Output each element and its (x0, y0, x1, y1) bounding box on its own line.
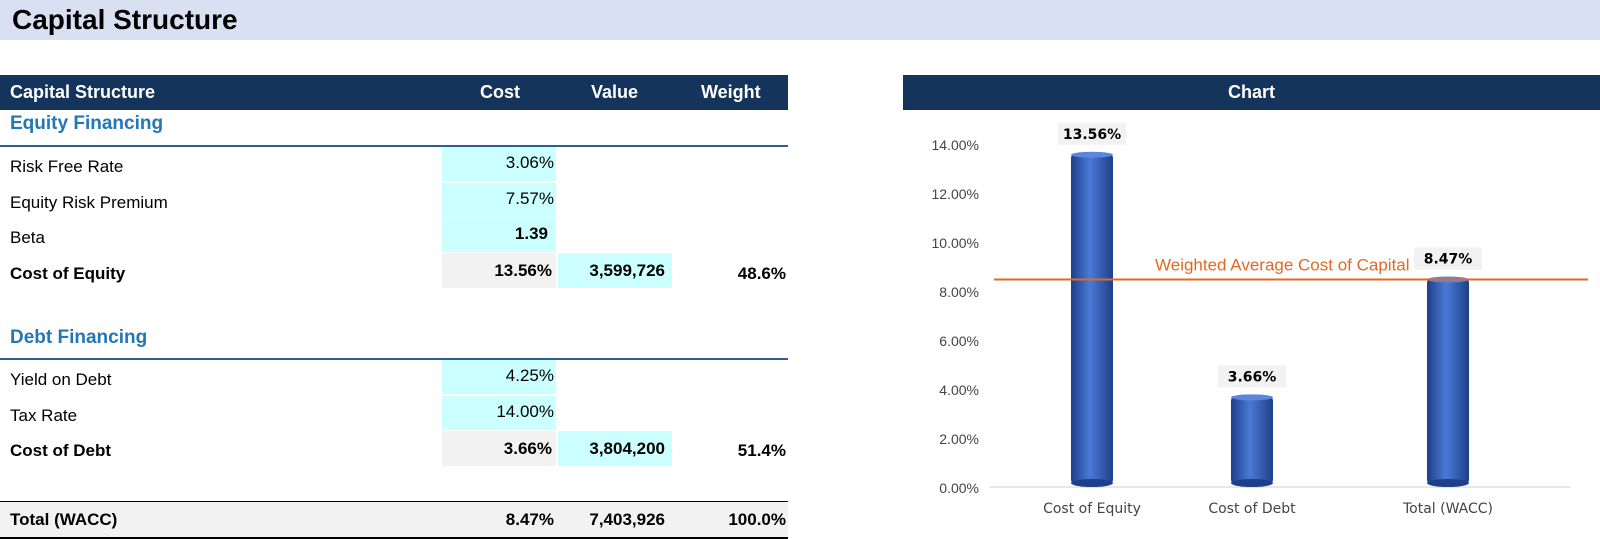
header-value: Value (591, 82, 639, 102)
data-label: 8.47% (1424, 251, 1473, 267)
equity-financing-heading: Equity Financing (10, 113, 164, 134)
cost-of-debt-value-input[interactable]: 3,804,200 (558, 431, 672, 466)
y-tick-label: 2.00% (939, 431, 979, 447)
cost-of-equity-value-input[interactable]: 3,599,726 (558, 253, 672, 288)
table-header: Capital Structure Cost Value Weight (0, 75, 788, 110)
y-tick-label: 0.00% (939, 480, 979, 496)
tax-rate-label: Tax Rate (10, 406, 78, 425)
yield-on-debt-input[interactable]: 4.25% (442, 360, 556, 394)
x-tick-label: Cost of Equity (1043, 501, 1141, 517)
bar (1231, 397, 1273, 483)
title-bar: Capital Structure (0, 0, 1600, 40)
total-weight: 100.0% (728, 510, 786, 529)
beta-label: Beta (10, 228, 45, 247)
total-row: Total (WACC) 8.47% 7,403,926 100.0% (0, 501, 788, 539)
bar-base (1071, 479, 1113, 487)
total-cost: 8.47% (505, 510, 554, 529)
risk-free-rate-value: 3.06% (505, 153, 554, 172)
page-title: Capital Structure (12, 4, 238, 35)
data-label: 3.66% (1228, 369, 1277, 385)
x-tick-label: Cost of Debt (1208, 501, 1296, 517)
tax-rate-value: 14.00% (496, 402, 554, 421)
debt-financing-heading: Debt Financing (10, 327, 148, 348)
chart-header: Chart (903, 75, 1600, 110)
y-tick-label: 12.00% (932, 186, 979, 202)
data-label: 13.56% (1063, 127, 1121, 143)
chart-header-label: Chart (1227, 82, 1275, 102)
cost-of-debt-weight: 51.4% (737, 441, 786, 460)
header-weight: Weight (701, 82, 761, 102)
cost-of-equity-label: Cost of Equity (10, 264, 126, 283)
y-tick-label: 4.00% (939, 382, 979, 398)
wacc-reference-label: Weighted Average Cost of Capital (1155, 255, 1410, 274)
bar (1427, 279, 1469, 483)
cost-of-equity-cost-cell: 13.56% (442, 253, 556, 288)
bar-cap (1231, 394, 1273, 401)
cost-of-debt-cost: 3.66% (503, 439, 552, 458)
cost-of-debt-cost-cell: 3.66% (442, 431, 556, 466)
equity-risk-premium-value: 7.57% (505, 189, 554, 208)
debt-divider (0, 358, 788, 360)
bar (1071, 154, 1113, 483)
yield-on-debt-label: Yield on Debt (10, 370, 112, 389)
risk-free-rate-input[interactable]: 3.06% (442, 147, 556, 181)
cost-of-debt-value: 3,804,200 (589, 439, 665, 458)
equity-risk-premium-label: Equity Risk Premium (10, 193, 168, 212)
bar-cap (1071, 151, 1113, 158)
total-label: Total (WACC) (10, 510, 118, 529)
cost-of-debt-label: Cost of Debt (10, 441, 112, 460)
cost-of-equity-weight: 48.6% (737, 264, 786, 283)
bar-base (1231, 479, 1273, 487)
equity-risk-premium-input[interactable]: 7.57% (442, 183, 556, 217)
equity-divider (0, 145, 788, 147)
header-capital-structure: Capital Structure (10, 82, 156, 102)
bar-base (1427, 479, 1469, 487)
cost-of-equity-value: 3,599,726 (589, 261, 665, 280)
y-tick-label: 10.00% (932, 235, 979, 251)
x-tick-label: Total (WACC) (1402, 501, 1493, 517)
data-label-bg (1414, 247, 1482, 270)
data-label-bg (1058, 122, 1126, 145)
tax-rate-input[interactable]: 14.00% (442, 396, 556, 430)
y-tick-label: 14.00% (932, 137, 979, 153)
cost-of-equity-cost: 13.56% (494, 261, 552, 280)
yield-on-debt-value: 4.25% (505, 366, 554, 385)
data-label-bg (1218, 365, 1286, 388)
header-cost: Cost (480, 82, 520, 102)
y-tick-label: 6.00% (939, 333, 979, 349)
beta-value: 1.39 (514, 224, 548, 243)
risk-free-rate-label: Risk Free Rate (10, 157, 124, 176)
y-tick-label: 8.00% (939, 284, 979, 300)
total-value: 7,403,926 (589, 510, 665, 529)
beta-input[interactable]: 1.39 (442, 218, 556, 252)
